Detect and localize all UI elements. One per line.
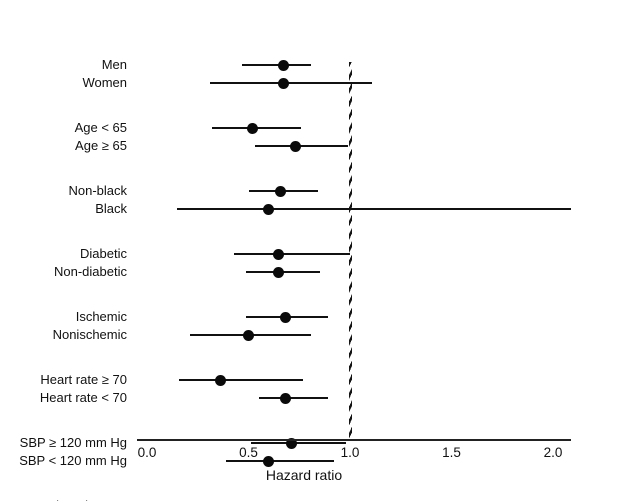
point-estimate-dot (279, 311, 291, 323)
ci-line (234, 252, 350, 256)
ci-line (258, 396, 328, 400)
ci-line (254, 144, 348, 148)
row-label: Black (95, 201, 127, 216)
row-label: Spironolactone (0, 498, 127, 501)
tick-label: 1.0 (340, 445, 360, 460)
row-label: Age ≥ 65 (75, 138, 127, 153)
ci-line (209, 81, 373, 85)
point-estimate-dot (277, 59, 289, 71)
row-label: Ischemic (75, 309, 127, 324)
point-estimate-dot (247, 122, 259, 134)
point-estimate-dot (285, 437, 297, 449)
point-estimate-dot (243, 329, 254, 341)
tick-label: 0.5 (239, 445, 258, 460)
tick-label: 0.0 (137, 445, 157, 460)
x-axis-title: Hazard ratio (265, 467, 343, 483)
row-label: Diabetic (80, 246, 127, 261)
ci-line (242, 63, 312, 67)
tick-label: 1.5 (442, 445, 461, 460)
point-estimate-dot (263, 455, 275, 467)
row-label: Women (82, 75, 127, 90)
row-label: Men (101, 57, 127, 72)
row-label: Non-diabetic (54, 264, 127, 279)
ci-line (177, 207, 572, 211)
point-estimate-dot (277, 77, 289, 89)
row-label: SBP ≥ 120 mm Hg (19, 435, 127, 450)
point-estimate-dot (275, 185, 287, 197)
ci-line (179, 378, 304, 382)
row-label: SBP < 120 mm Hg (19, 453, 127, 468)
point-estimate-dot (263, 203, 275, 215)
point-estimate-dot (214, 374, 226, 386)
ci-line (250, 441, 346, 445)
point-estimate-dot (279, 392, 291, 404)
row-label: Non-black (68, 183, 127, 198)
ci-line (226, 459, 334, 463)
point-estimate-dot (273, 266, 285, 278)
row-label: Heart rate < 70 (39, 390, 127, 405)
row-label: Heart rate ≥ 70 (40, 372, 127, 387)
point-estimate-dot (273, 248, 285, 260)
row-label: Nonischemic (52, 327, 127, 342)
row-label: Age < 65 (74, 120, 127, 135)
reference-line-dashed (348, 62, 352, 439)
point-estimate-dot (289, 140, 301, 152)
x-axis-line (137, 439, 571, 441)
tick-label: 2.0 (543, 445, 563, 460)
